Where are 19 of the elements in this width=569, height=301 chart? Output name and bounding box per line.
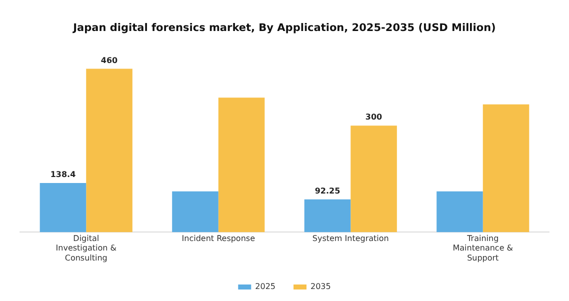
bar [436,191,483,232]
bar [86,68,132,232]
legend-label: 2025 [255,282,276,292]
data-label: 300 [365,112,383,122]
bar [172,191,218,232]
chart-title: Japan digital forensics market, By Application, 2025-2035 (USD Million) [72,22,496,34]
data-label: 138.4 [50,170,76,180]
data-label: 92.25 [314,186,341,196]
x-tick-label: Training Maintenance & Support [452,234,514,262]
x-tick-label: Digital Investigation & Consulting [56,234,116,262]
legend-label: 2035 [310,282,331,292]
bar [40,183,86,232]
data-label: 460 [100,56,118,65]
bar [482,104,530,232]
bar [304,199,351,232]
bar [218,98,265,232]
x-tick-label: Incident Response [182,234,256,244]
x-tick-label: System Integration [312,234,389,244]
bar [350,126,397,232]
